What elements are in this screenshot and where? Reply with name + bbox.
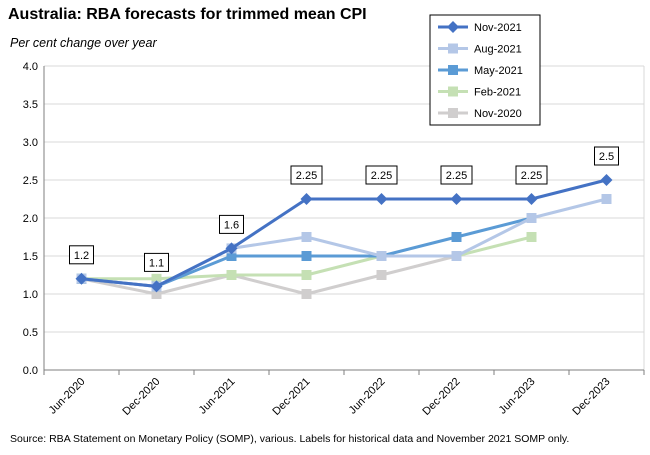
y-tick-label: 1.5 xyxy=(23,251,38,263)
legend-label-may-2021: May-2021 xyxy=(474,65,523,77)
y-tick-label: 4.0 xyxy=(23,61,38,73)
y-tick-label: 2.5 xyxy=(23,175,38,187)
data-label-box xyxy=(69,245,94,265)
data-point-feb-2021 xyxy=(151,273,162,284)
data-label: 2.5 xyxy=(599,151,614,163)
data-point-nov-2021 xyxy=(150,280,163,293)
y-tick-label: 2.0 xyxy=(23,213,38,225)
data-point-feb-2021 xyxy=(301,270,312,280)
y-tick-label: 3.0 xyxy=(23,137,38,149)
data-point-nov-2020 xyxy=(376,270,387,280)
legend-marker-aug-2021 xyxy=(448,43,458,54)
y-tick-label: 0.0 xyxy=(23,365,38,377)
x-tick-label: Dec-2023 xyxy=(570,376,612,418)
data-label: 2.25 xyxy=(521,170,542,182)
data-label-box xyxy=(290,165,323,185)
series-line-nov-2020 xyxy=(81,254,457,296)
chart-title: Australia: RBA forecasts for trimmed mea… xyxy=(8,6,367,23)
data-point-aug-2021 xyxy=(451,251,462,261)
source-note: Source: RBA Statement on Monetary Policy… xyxy=(10,433,570,445)
data-label-box xyxy=(594,146,619,166)
data-label: 2.25 xyxy=(446,170,467,182)
data-label: 1.2 xyxy=(74,250,89,262)
legend-label-nov-2020: Nov-2020 xyxy=(474,108,522,120)
chart-subtitle: Per cent change over year xyxy=(10,36,157,50)
y-tick-label: 3.5 xyxy=(23,99,38,111)
data-label-box xyxy=(144,252,169,272)
y-tick-label: 1.0 xyxy=(23,289,38,301)
x-tick-label: Jun-2021 xyxy=(197,376,238,417)
legend-label-nov-2021: Nov-2021 xyxy=(474,22,522,34)
data-point-may-2021 xyxy=(226,251,237,261)
data-point-aug-2021 xyxy=(526,213,537,223)
data-label-box xyxy=(365,165,398,185)
data-point-nov-2021 xyxy=(450,193,463,205)
x-tick-label: Jun-2020 xyxy=(47,376,88,417)
legend-label-feb-2021: Feb-2021 xyxy=(474,87,521,99)
x-tick-label: Dec-2022 xyxy=(420,376,462,418)
series-line-nov-2021 xyxy=(81,178,607,288)
legend-marker-feb-2021 xyxy=(448,86,458,97)
legend-marker-nov-2020 xyxy=(448,108,458,118)
series-line-aug-2021 xyxy=(81,197,607,288)
data-label: 2.25 xyxy=(371,170,392,182)
data-point-aug-2021 xyxy=(376,251,387,261)
legend-label-aug-2021: Aug-2021 xyxy=(474,44,522,56)
data-point-nov-2021 xyxy=(375,193,388,205)
data-point-may-2021 xyxy=(301,251,312,261)
legend-marker-may-2021 xyxy=(448,65,458,75)
data-label: 1.6 xyxy=(224,219,239,231)
data-point-aug-2021 xyxy=(301,232,312,242)
data-label-box xyxy=(440,165,473,185)
data-point-nov-2020 xyxy=(301,289,312,299)
y-tick-label: 0.5 xyxy=(23,327,38,339)
data-point-nov-2021 xyxy=(225,242,238,255)
data-point-nov-2020 xyxy=(151,289,162,299)
x-tick-label: Dec-2020 xyxy=(120,376,162,418)
data-label: 1.1 xyxy=(149,257,164,269)
data-point-feb-2021 xyxy=(526,232,537,242)
data-label-box xyxy=(515,165,548,185)
data-point-feb-2021 xyxy=(226,270,237,280)
data-point-nov-2021 xyxy=(600,174,613,186)
data-point-nov-2021 xyxy=(75,272,88,285)
data-point-may-2021 xyxy=(451,232,462,242)
data-label-box xyxy=(219,214,244,234)
data-point-nov-2021 xyxy=(300,193,313,205)
x-tick-label: Dec-2021 xyxy=(270,376,312,418)
data-label: 2.25 xyxy=(296,170,317,182)
data-point-nov-2021 xyxy=(525,193,538,205)
x-tick-label: Jun-2022 xyxy=(347,376,388,417)
legend-marker-nov-2021 xyxy=(447,21,459,33)
data-point-aug-2021 xyxy=(601,194,612,204)
x-tick-label: Jun-2023 xyxy=(497,376,538,417)
